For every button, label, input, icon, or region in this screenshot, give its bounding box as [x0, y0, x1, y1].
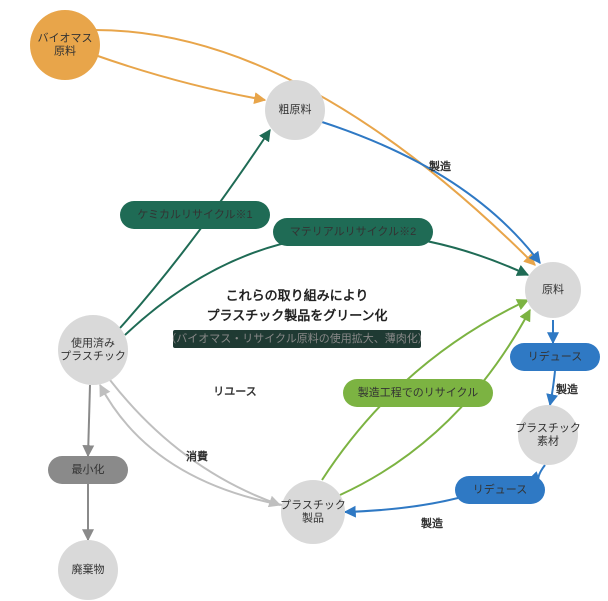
node-label-chem: ケミカルリサイクル※1 — [137, 208, 252, 221]
node-waste: 廃棄物 — [58, 540, 118, 600]
node-min: 最小化 — [48, 456, 128, 484]
node-label-reduce2: リデュース — [473, 482, 527, 496]
node-reduce1: リデュース — [510, 343, 600, 371]
node-label-waste: 廃棄物 — [72, 562, 105, 576]
edge — [100, 385, 282, 505]
edge — [88, 385, 90, 456]
node-label-mfgrec: 製造工程でのリサイクル — [358, 385, 478, 399]
node-mfgrec: 製造工程でのリサイクル — [343, 379, 493, 407]
node-plastic_mat: プラスチック素材 — [515, 405, 581, 465]
node-label-min: 最小化 — [72, 462, 105, 476]
node-crude: 粗原料 — [265, 80, 325, 140]
nodes: バイオマス原料粗原料原料プラスチック素材プラスチック製品 使用済みプラスチック廃棄… — [30, 10, 600, 600]
node-chem: ケミカルリサイクル※1 — [120, 201, 270, 229]
edge — [95, 55, 265, 100]
node-used: 使用済みプラスチック — [58, 315, 128, 385]
node-biomass: バイオマス原料 — [30, 10, 100, 80]
edge-label: 製造 — [420, 516, 444, 530]
node-raw: 原料 — [525, 262, 581, 318]
node-plastic_prod: プラスチック製品 — [280, 480, 346, 544]
edge — [550, 371, 555, 405]
center-line3: （バイオマス・リサイクル原料の使用拡大、薄肉化） — [165, 331, 428, 345]
node-label-raw: 原料 — [542, 282, 564, 296]
center-line1: これらの取り組みにより — [226, 288, 369, 303]
edge-label: 製造 — [555, 382, 579, 396]
node-label-reduce1: リデュース — [528, 349, 582, 363]
center-line2: プラスチック製品をグリーン化 — [206, 308, 387, 323]
edge-label: 製造 — [428, 159, 452, 173]
node-reduce2: リデュース — [455, 476, 545, 504]
node-mat: マテリアルリサイクル※2 — [273, 218, 433, 246]
center-caption: これらの取り組みによりプラスチック製品をグリーン化 （バイオマス・リサイクル原料の… — [165, 288, 428, 348]
edge-label: 消費 — [186, 449, 208, 463]
node-label-crude: 粗原料 — [279, 102, 312, 116]
edge — [345, 498, 458, 512]
edge-label: リユース — [213, 385, 256, 398]
node-label-mat: マテリアルリサイクル※2 — [290, 225, 416, 238]
edge — [110, 380, 280, 505]
